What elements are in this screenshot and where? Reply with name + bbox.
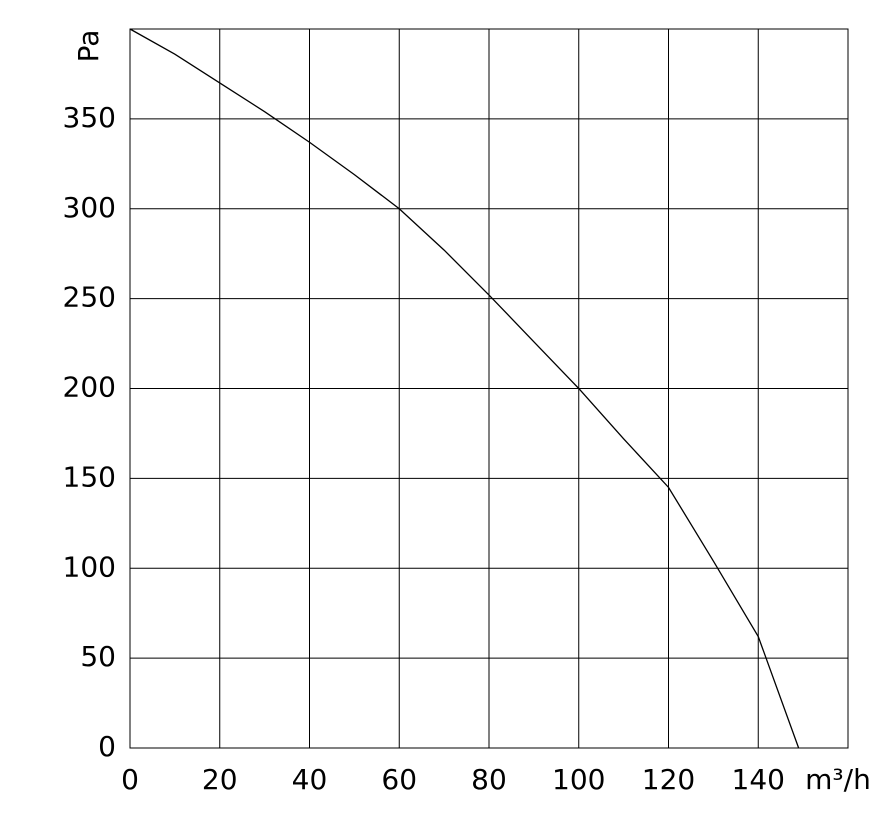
x-tick-label: 140 [732, 763, 785, 796]
x-tick-label: 40 [292, 763, 328, 796]
y-axis-label: Pa [72, 30, 105, 63]
y-tick-label: 150 [63, 460, 116, 493]
x-tick-label: 20 [202, 763, 238, 796]
x-axis-label: m³/h [805, 763, 871, 796]
y-tick-label: 50 [80, 640, 116, 673]
y-tick-label: 250 [63, 281, 116, 314]
x-tick-label: 0 [121, 763, 139, 796]
x-tick-label: 60 [381, 763, 417, 796]
y-tick-label: 200 [63, 371, 116, 404]
x-tick-label: 100 [552, 763, 605, 796]
y-tick-label: 300 [63, 191, 116, 224]
y-tick-label: 0 [98, 730, 116, 763]
curve [129, 28, 800, 749]
x-tick-label: 120 [642, 763, 695, 796]
y-tick-label: 350 [63, 101, 116, 134]
y-tick-label: 100 [63, 550, 116, 583]
x-tick-label: 80 [471, 763, 507, 796]
